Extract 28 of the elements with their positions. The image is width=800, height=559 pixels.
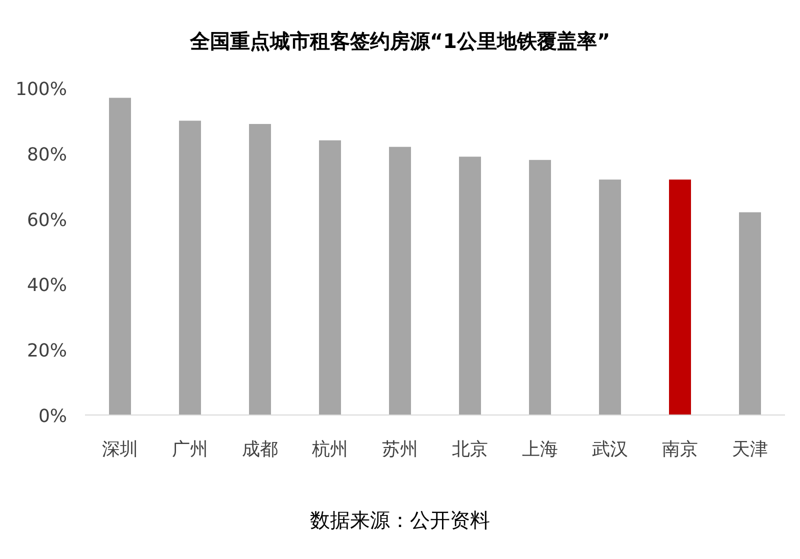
bar xyxy=(389,146,411,415)
x-tick-label: 武汉 xyxy=(592,439,628,460)
x-tick-label: 杭州 xyxy=(311,439,348,460)
x-tick-label: 天津 xyxy=(732,439,768,460)
source-note: 数据来源：公开资料 xyxy=(310,508,490,532)
x-tick-label: 成都 xyxy=(242,439,278,460)
bar xyxy=(599,180,621,415)
bar xyxy=(669,180,691,415)
bar xyxy=(739,212,761,415)
y-tick-label: 100% xyxy=(16,79,67,100)
bar xyxy=(529,160,551,415)
bar xyxy=(459,156,481,415)
chart-title: 全国重点城市租客签约房源“1公里地铁覆盖率” xyxy=(188,29,610,53)
bar xyxy=(249,124,271,415)
x-tick-label: 北京 xyxy=(452,439,488,460)
bar xyxy=(179,120,201,415)
y-tick-label: 0% xyxy=(38,406,67,427)
y-tick-label: 20% xyxy=(26,340,67,362)
x-tick-label: 广州 xyxy=(172,439,208,460)
x-tick-label: 上海 xyxy=(522,439,558,460)
x-tick-label: 苏州 xyxy=(382,439,418,460)
bar xyxy=(109,98,131,415)
y-tick-label: 80% xyxy=(26,144,67,166)
bar xyxy=(319,140,341,415)
x-tick-label: 深圳 xyxy=(102,439,138,460)
y-tick-label: 60% xyxy=(26,210,67,231)
y-tick-label: 40% xyxy=(26,275,67,296)
x-tick-label: 南京 xyxy=(662,439,698,460)
